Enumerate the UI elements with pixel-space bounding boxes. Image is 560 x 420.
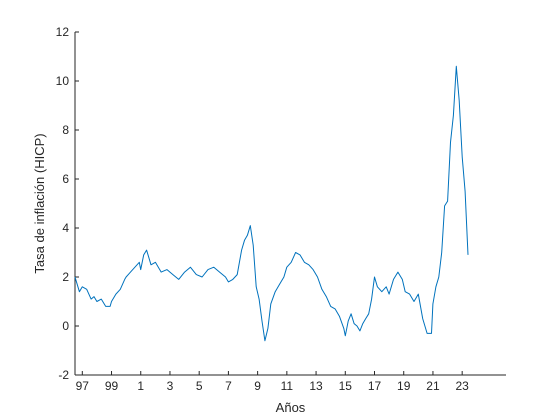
y-tick-label: -2: [58, 368, 69, 382]
x-tick-label: 11: [281, 379, 294, 393]
x-tick-label: 5: [196, 379, 203, 393]
x-tick-label: 99: [105, 379, 119, 393]
y-tick-label: 0: [62, 319, 69, 333]
y-tick-label: 2: [62, 270, 69, 284]
x-tick-label: 19: [397, 379, 411, 393]
x-tick-label: 23: [455, 379, 469, 393]
x-tick-label: 7: [225, 379, 232, 393]
x-tick-label: 9: [254, 379, 261, 393]
axes: [74, 32, 506, 376]
x-tick-label: 21: [426, 379, 440, 393]
y-tick-label: 10: [56, 74, 70, 88]
x-tick-label: 17: [368, 379, 382, 393]
y-tick-label: 4: [62, 221, 69, 235]
x-axis-title: Años: [276, 400, 306, 415]
y-axis-title: Tasa de inflación (HICP): [32, 133, 47, 273]
x-tick-label: 3: [167, 379, 174, 393]
x-tick-label: 1: [137, 379, 144, 393]
series-line: [74, 65, 469, 342]
y-tick-label: 12: [56, 25, 70, 39]
y-tick-label: 6: [62, 172, 69, 186]
y-tick-label: 8: [62, 123, 69, 137]
x-tick-label: 15: [339, 379, 353, 393]
series: [74, 65, 469, 342]
x-tick-label: 13: [309, 379, 323, 393]
x-tick-label: 97: [76, 379, 90, 393]
